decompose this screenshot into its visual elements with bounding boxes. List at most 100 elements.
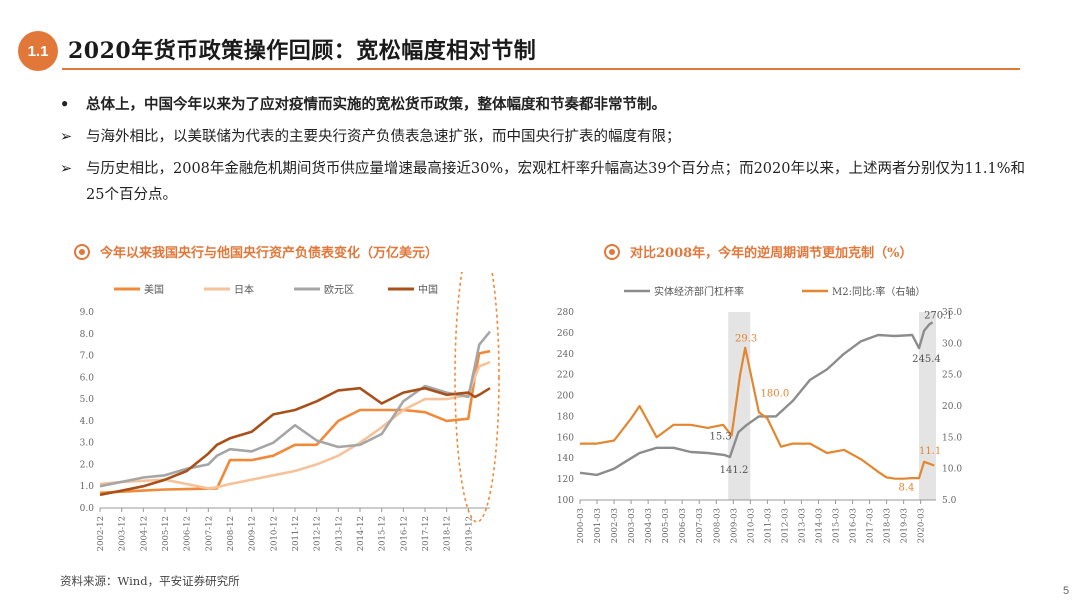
x-tick-label: 2002-03: [610, 508, 620, 543]
data-label: 141.2: [720, 465, 749, 476]
x-tick-label: 2006-03: [678, 508, 688, 543]
x-tick-label: 2009-12: [248, 516, 258, 551]
x-tick-label: 2017-03: [866, 508, 876, 543]
bullet-text: 总体上，中国今年以来为了应对疫情而实施的宽松货币政策，整体幅度和节奏都非常节制。: [86, 96, 666, 113]
data-label: 245.4: [912, 354, 941, 365]
highlight-band: [918, 312, 936, 500]
x-tick-label: 2006-12: [183, 516, 193, 551]
data-label: 8.4: [899, 483, 915, 494]
x-tick-label: 2010-03: [746, 508, 756, 543]
x-tick-label: 2008-12: [226, 516, 236, 551]
target-icon: [604, 243, 620, 260]
arrow-marker: ➢: [60, 161, 73, 177]
y-tick-label-right: 30.0: [942, 339, 962, 349]
x-tick-label: 2002-12: [96, 516, 106, 551]
y-tick-label: 7.0: [80, 352, 95, 362]
x-tick-label: 2019-12: [464, 516, 474, 551]
x-tick-label: 2004-12: [139, 516, 149, 551]
data-label: 11.1: [919, 446, 941, 457]
x-tick-label: 2015-03: [832, 508, 842, 543]
legend-label: 欧元区: [324, 284, 354, 296]
x-tick-label: 2007-03: [695, 508, 705, 543]
x-tick-label: 2003-03: [627, 508, 637, 543]
y-tick-label: 3.0: [80, 439, 95, 449]
target-icon: [74, 243, 90, 260]
leverage-m2-chart: 实体经济部门杠杆率 M2:同比:率（右轴） 100 120 140 160 180 200 22…: [557, 285, 963, 543]
x-tick-label: 2013-12: [334, 516, 344, 551]
x-tick-label: 2016-03: [849, 508, 859, 543]
x-tick-label: 2013-03: [797, 508, 807, 543]
x-tick-label: 2008-03: [712, 508, 722, 543]
arrow-marker: ➢: [60, 129, 73, 145]
x-tick-label: 2012-12: [313, 516, 323, 551]
y-tick-label-left: 240: [557, 350, 574, 360]
x-tick-label: 2014-12: [356, 516, 366, 551]
central-bank-balance-sheet-chart: 美国 日本 欧元区 中国 0.0 1.0 2.0 3.0 4.0 5.0 6.0 7.0 8.0 9.0 2…: [80, 272, 500, 551]
x-tick-label: 2007-12: [204, 516, 214, 551]
y-tick-label: 8.0: [80, 330, 95, 340]
x-tick-label: 2012-03: [780, 508, 790, 543]
legend-label: 实体经济部门杠杆率: [654, 285, 744, 298]
x-tick-label: 2005-03: [661, 508, 671, 543]
source-note: 资料来源：Wind，平安证券研究所: [60, 574, 240, 588]
x-tick-label: 2010-12: [269, 516, 279, 551]
y-tick-label-right: 25.0: [942, 371, 962, 381]
y-tick-label-left: 200: [557, 392, 574, 402]
y-tick-label: 5.0: [80, 395, 95, 405]
x-tick-label: 2001-03: [593, 508, 603, 543]
y-tick-label: 0.0: [80, 504, 95, 514]
x-tick-label: 2005-12: [161, 516, 171, 551]
x-tick-label: 2019-03: [900, 508, 910, 543]
y-tick-label-left: 220: [557, 371, 574, 381]
legend-label: 美国: [144, 283, 164, 296]
series-line-中国: [99, 386, 491, 497]
y-tick-label: 9.0: [80, 308, 95, 318]
y-tick-label-left: 160: [557, 433, 574, 443]
legend-label: 中国: [418, 283, 438, 296]
y-tick-label-left: 100: [557, 496, 574, 506]
data-label: 270.1: [924, 310, 953, 321]
x-tick-label: 2011-03: [763, 508, 773, 543]
bullet-text: 与历史相比，2008年金融危机期间货币供应量增速最高接近30%，宏观杠杆率升幅高…: [86, 161, 1026, 203]
x-tick-label: 2011-12: [291, 516, 301, 551]
bullet-text: 与海外相比，以美联储为代表的主要央行资产负债表急速扩张，而中国央行扩表的幅度有限…: [86, 129, 681, 145]
bullet-marker: •: [60, 96, 70, 113]
legend-label: 日本: [234, 283, 254, 296]
bullet-list: • 总体上，中国今年以来为了应对疫情而实施的宽松货币政策，整体幅度和节奏都非常节…: [58, 92, 1038, 214]
title-divider: [62, 68, 1020, 70]
chart1-heading: 今年以来我国央行与他国央行资产负债表变化（万亿美元）: [74, 242, 438, 261]
x-tick-label: 2017-12: [421, 516, 431, 551]
page-title: 2020年货币政策操作回顾：宽松幅度相对节制: [68, 38, 537, 64]
data-label: 15.3: [709, 431, 731, 442]
y-tick-label-right: 35.0: [942, 308, 962, 318]
y-tick-label-left: 180: [557, 412, 574, 422]
series-line-日本: [99, 360, 491, 490]
y-tick-label-right: 15.0: [942, 433, 962, 443]
data-label: 180.0: [761, 389, 790, 400]
x-tick-label: 2018-03: [883, 508, 893, 543]
section-number-badge: 1.1: [18, 31, 58, 71]
page-number: 5: [1063, 585, 1070, 597]
x-tick-label: 2020-03: [917, 508, 927, 543]
chart2-title: 对比2008年，今年的逆周期调节更加克制（%）: [630, 246, 913, 261]
y-tick-label-left: 280: [557, 308, 574, 318]
y-tick-label: 2.0: [80, 460, 95, 470]
y-tick-label-left: 260: [557, 329, 574, 339]
y-tick-label-left: 140: [557, 454, 574, 464]
series-line-m2: [580, 346, 935, 480]
highlight-ellipse: [454, 272, 500, 523]
x-tick-label: 2003-12: [118, 516, 128, 551]
y-tick-label-right: 10.0: [942, 465, 962, 475]
series-line-美国: [99, 349, 491, 495]
bullet-summary: • 总体上，中国今年以来为了应对疫情而实施的宽松货币政策，整体幅度和节奏都非常节…: [58, 92, 1038, 118]
x-tick-label: 2009-03: [729, 508, 739, 543]
x-tick-label: 2000-03: [576, 508, 586, 543]
data-label: 29.3: [735, 334, 757, 345]
y-tick-label: 1.0: [80, 482, 95, 492]
x-tick-label: 2014-03: [814, 508, 824, 543]
y-tick-label: 6.0: [80, 373, 95, 383]
series-line-leverage: [579, 321, 934, 477]
chart2-heading: 对比2008年，今年的逆周期调节更加克制（%）: [604, 242, 913, 261]
y-tick-label: 4.0: [80, 417, 95, 427]
y-tick-label-right: 5.0: [942, 496, 957, 506]
